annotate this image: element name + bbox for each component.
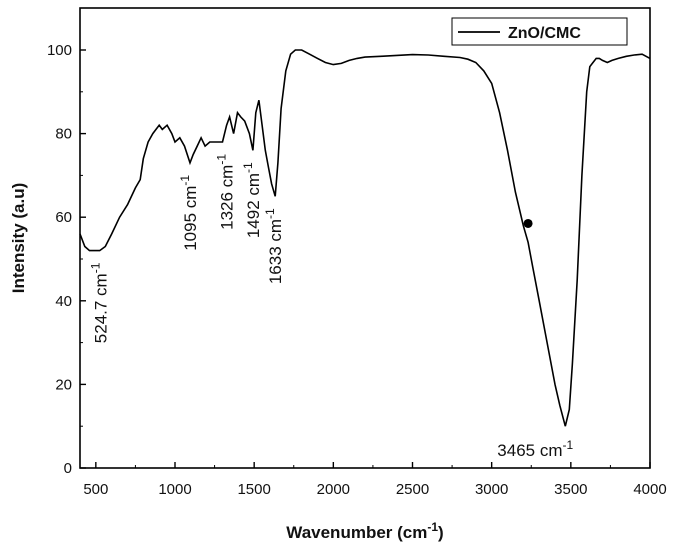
x-tick-label: 2500: [396, 481, 429, 498]
x-tick-label: 1500: [237, 481, 270, 498]
legend-label: ZnO/CMC: [508, 25, 581, 42]
y-tick-label: 80: [55, 126, 72, 143]
annotation-524: 524.7 cm-1: [89, 262, 111, 343]
annotation-1492: 1492 cm-1: [241, 162, 263, 238]
x-tick-label: 3000: [475, 481, 508, 498]
x-axis-title-close: ): [438, 523, 444, 542]
y-tick-label: 40: [55, 293, 72, 310]
series-line-zno-cmc: [79, 49, 651, 427]
legend: ZnO/CMC: [451, 17, 628, 46]
annotation-1326: 1326 cm-1: [215, 154, 237, 230]
annotation-1095: 1095 cm-1: [178, 175, 200, 251]
x-axis-title-sup: -1: [427, 520, 438, 534]
x-axis-title-main: Wavenumber (cm: [286, 523, 427, 542]
annotation-1633: 1633 cm-1: [263, 208, 285, 284]
y-tick-label: 0: [64, 460, 72, 477]
x-tick-label: 3500: [554, 481, 587, 498]
x-tick-label: 500: [83, 481, 108, 498]
x-tick-label: 2000: [317, 481, 350, 498]
y-tick-label: 100: [47, 42, 72, 59]
x-axis-title: Wavenumber (cm-1): [286, 520, 443, 542]
y-tick-label: 20: [55, 376, 72, 393]
series-marker: [523, 218, 533, 228]
plot-frame: [79, 7, 651, 469]
annotation-3465: 3465 cm-1: [497, 438, 573, 460]
y-tick-label: 60: [55, 209, 72, 226]
y-axis-title: Intensity (a.u): [9, 183, 28, 294]
x-tick-label: 1000: [158, 481, 191, 498]
x-tick-label: 4000: [633, 481, 666, 498]
